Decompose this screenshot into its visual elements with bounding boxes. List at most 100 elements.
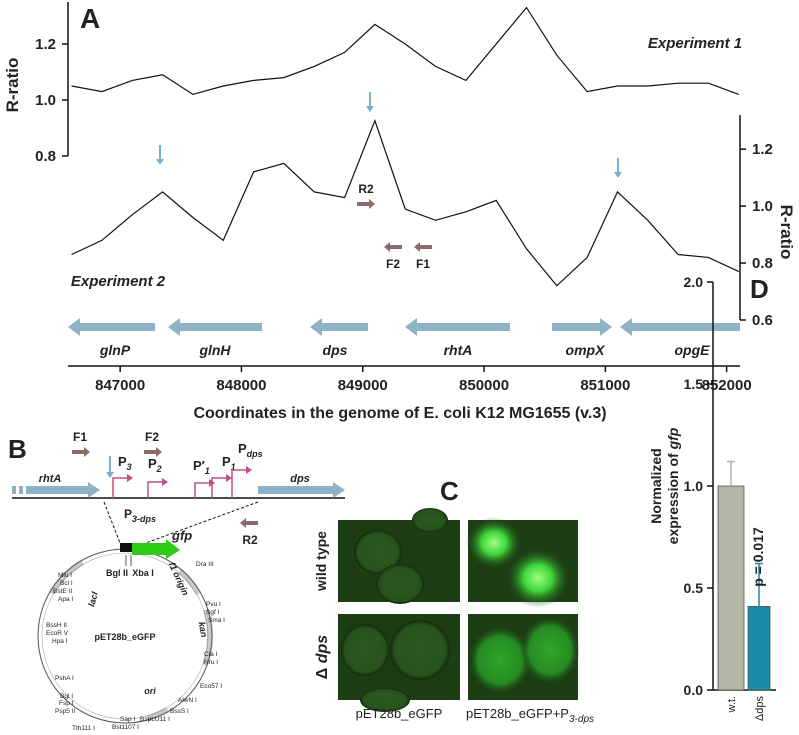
cell (360, 688, 410, 712)
x-tick-label: 851000 (580, 377, 630, 394)
column-label-main: pET28b_eGFP (356, 706, 443, 721)
x-tick-label: 849000 (338, 377, 388, 394)
row-label-main: Δ (314, 663, 331, 679)
site-label: Bgl II (106, 568, 128, 578)
y-axis-label: Normalizedexpression of gfp (648, 427, 681, 544)
promoter-arrow (112, 477, 127, 498)
zoom-line (131, 501, 259, 549)
panel-label: C (440, 476, 459, 506)
promoter-label: P2 (148, 456, 162, 474)
promoter-head (226, 474, 232, 482)
y2-tick-label: 1.2 (752, 141, 773, 158)
row-label-italic: dps (314, 635, 331, 664)
series-label: Experiment 1 (648, 35, 742, 52)
cell (354, 530, 402, 574)
gene-label: rhtA (444, 342, 473, 358)
gene-arrow (310, 318, 368, 336)
promoter-label: P′1 (193, 458, 210, 476)
promoter-head (162, 478, 168, 486)
promoter-head (127, 474, 133, 482)
enzyme-label: Cla I (204, 651, 218, 658)
promoter-label: Pdps (238, 441, 263, 459)
plasmid-feature (48, 559, 85, 596)
promoter-label: P3 (118, 454, 132, 472)
plasmid-feature (146, 706, 169, 722)
gene-arrow (168, 318, 262, 336)
cell (412, 508, 448, 532)
promoter-label-main: P′ (193, 458, 205, 473)
y-tick-label: 0.5 (684, 580, 704, 596)
cell (341, 624, 389, 676)
promoter-arrow (147, 481, 162, 498)
promoter-label-main: P (148, 456, 157, 471)
y-axis-label: R-ratio (3, 58, 22, 113)
plasmid-feature (202, 608, 213, 667)
data-line (71, 118, 740, 287)
panel-label: B (8, 434, 27, 464)
primer-label: R2 (242, 533, 258, 547)
gfp-label: gfp (171, 528, 192, 543)
region-label-main: P (124, 507, 132, 521)
panel-label: A (80, 3, 100, 34)
gene-label: dps (290, 473, 310, 485)
y-axis-label-line: expression of gfp (665, 427, 681, 544)
marker-arrow (106, 456, 114, 478)
region-label: P3-dps (124, 507, 156, 524)
y-tick-label: 0.0 (684, 682, 704, 698)
enzyme-label: Bcl I (60, 580, 73, 587)
promoter-label-sub: dps (247, 449, 263, 459)
data-line (71, 6, 740, 96)
column-label-main: pET28b_eGFP+P (466, 706, 569, 721)
enzyme-label: BspLU11 I (140, 716, 170, 723)
y-axis-label-line: Normalized (648, 448, 664, 523)
panel-label: D (750, 274, 769, 304)
promoter-label-sub: 1 (231, 462, 236, 472)
enzyme-label: Bgl I (60, 693, 73, 700)
x-tick-label: w.t. (726, 696, 738, 714)
bar (717, 485, 745, 691)
annotation: p = 0.017 (750, 527, 766, 587)
cell (390, 620, 450, 680)
feature-label: kan (197, 621, 210, 639)
x-tick-label: Δdps (754, 696, 766, 722)
plasmid-feature (177, 568, 202, 596)
x-tick-label: 847000 (95, 377, 145, 394)
enzyme-label: Psp5 II (55, 708, 75, 715)
gene-arrow (620, 318, 740, 336)
enzyme-label: Sma I (208, 617, 225, 624)
y2-axis-label: R-ratio (777, 205, 796, 260)
promoter-arrow (211, 477, 226, 498)
gene-arrow (552, 318, 612, 336)
gene-stub (12, 486, 16, 494)
insert-promoter (120, 543, 132, 552)
promoter-label: P1 (222, 454, 236, 472)
cell-glow (506, 548, 570, 608)
enzyme-label: Pvu I (206, 601, 221, 608)
y-tick-label: 2.0 (684, 274, 704, 290)
promoter-label-sub: 1 (205, 466, 210, 476)
cell-glow (466, 517, 522, 569)
column-label: pET28b_eGFP (356, 706, 443, 721)
zoom-line (103, 501, 123, 549)
promoter-label-sub: 2 (156, 464, 162, 474)
column-label: pET28b_eGFP+P3-dps (466, 706, 594, 725)
x-axis-label: Coordinates in the genome of E. coli K12… (193, 405, 606, 422)
enzyme-label: Bst1107 I (112, 724, 139, 731)
enzyme-label: Fsp I (59, 700, 74, 707)
enzyme-label: AlwN I (178, 697, 197, 704)
y2-tick-label: 0.8 (752, 255, 773, 272)
enzyme-label: PshA I (55, 675, 74, 682)
primer-arrow (144, 447, 162, 457)
enzyme-label: BstE II (53, 588, 72, 595)
gene-label: glnH (198, 342, 231, 358)
gene-arrow (258, 482, 345, 498)
y-tick-label: 0.8 (35, 148, 56, 165)
enzyme-label: BssH II (46, 622, 67, 629)
enzyme-label: Sgf I (206, 609, 220, 616)
cell (376, 564, 424, 604)
gene-label: opgE (675, 342, 711, 358)
enzyme-label: Dra III (196, 561, 214, 568)
plasmid-inner (41, 552, 209, 720)
marker-arrow (614, 158, 622, 178)
gfp-arrow (132, 539, 180, 559)
